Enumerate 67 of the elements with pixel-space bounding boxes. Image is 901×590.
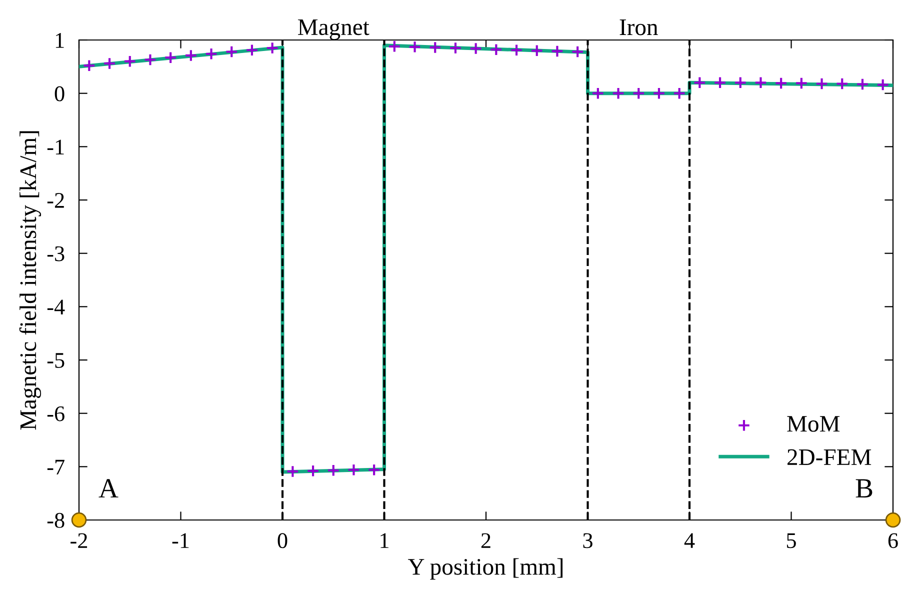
legend-label: MoM	[787, 416, 840, 432]
point	[266, 42, 279, 54]
point	[774, 76, 788, 90]
x-tick-label: 4	[684, 533, 695, 548]
point	[856, 78, 869, 91]
point	[326, 464, 340, 477]
point	[368, 463, 380, 476]
point	[123, 54, 136, 68]
point	[469, 42, 482, 55]
point	[347, 463, 360, 476]
point	[184, 49, 198, 62]
y-tick-label: 0	[54, 86, 64, 102]
text: Magnet	[298, 19, 370, 40]
point	[652, 86, 666, 100]
point	[754, 76, 768, 90]
y-tick-label: 1	[56, 33, 64, 48]
annotation: A	[98, 479, 118, 498]
point	[876, 78, 890, 92]
x-axis-title: Y position [mm]	[408, 558, 563, 580]
point	[530, 44, 544, 58]
point	[164, 51, 177, 64]
legend-label: 2D-FEM	[788, 449, 872, 465]
point	[672, 86, 686, 100]
text: Iron	[620, 20, 658, 36]
y-tick-label: -1	[47, 140, 64, 154]
x-tick-label: 6	[888, 533, 898, 548]
point	[204, 47, 218, 60]
point	[550, 44, 564, 58]
point	[632, 86, 646, 100]
point	[103, 57, 116, 70]
x-tick-label: -2	[70, 533, 88, 548]
x-tick-label: 3	[583, 533, 592, 548]
point	[592, 86, 604, 100]
point	[490, 43, 503, 56]
x-tick-label: 2	[481, 533, 490, 548]
point	[225, 45, 238, 58]
y-axis-title: Magnetic field intensity [kA/m]	[19, 131, 42, 430]
point	[306, 464, 320, 478]
x-tick-label: -1	[172, 533, 189, 548]
y-tick-label: -2	[47, 192, 64, 208]
y-tick-label: -3	[47, 246, 64, 262]
point	[144, 53, 157, 66]
point	[388, 40, 401, 53]
x-tick-label: 0	[278, 533, 288, 548]
point	[510, 44, 523, 57]
point	[286, 465, 300, 478]
point	[571, 45, 584, 58]
y-tick-label: -5	[47, 353, 64, 368]
annotation: B	[856, 479, 872, 498]
point	[408, 40, 422, 54]
x-tick-label: 1	[380, 533, 388, 548]
point	[714, 76, 726, 90]
point	[693, 76, 706, 90]
point	[82, 59, 96, 72]
y-tick-label: -4	[47, 300, 65, 314]
point	[449, 42, 462, 54]
y-tick-label: -6	[47, 406, 64, 422]
x-tick-label: 5	[786, 533, 796, 548]
point	[836, 77, 849, 90]
point	[815, 77, 828, 90]
point	[612, 86, 625, 100]
point	[246, 44, 258, 57]
point	[428, 41, 442, 54]
y-tick-label: -8	[47, 512, 64, 528]
y-tick-label: -7	[47, 460, 64, 474]
point	[795, 76, 808, 90]
point	[734, 76, 747, 90]
